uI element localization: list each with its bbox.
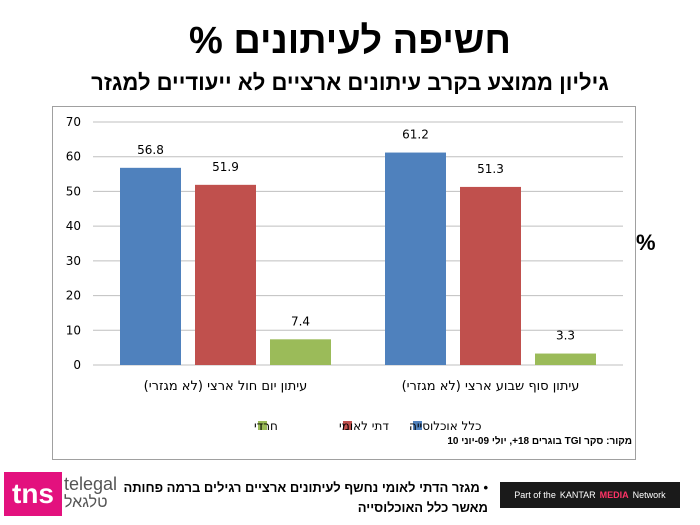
y-tick-label: 50 (66, 184, 81, 198)
y-tick-label: 40 (66, 219, 81, 233)
kantar-text: KANTAR (559, 490, 596, 500)
y-tick-label: 70 (66, 115, 81, 129)
bar-chart: 0 10 20 30 40 50 60 70 56.8 51.9 7.4 עיתון יום חול … (66, 115, 623, 433)
data-label: 3.3 (556, 329, 575, 343)
bar-1-1 (460, 186, 521, 365)
bar-1-2 (535, 353, 596, 365)
media-text: MEDIA (599, 490, 629, 500)
chart-area: 0 10 20 30 40 50 60 70 56.8 51.9 7.4 עיתון יום חול … (52, 106, 636, 460)
data-label: 51.9 (212, 160, 239, 174)
source-note: מקור: סקר TGI בוגרים 18+, יולי 09-יוני 1… (447, 436, 632, 447)
legend-label-0: כלל אוכלוסייה (409, 419, 482, 433)
data-label: 61.2 (402, 128, 429, 142)
legend-swatch-0 (413, 421, 422, 430)
legend-swatch-2 (258, 421, 267, 430)
page-subtitle: גיליון ממוצע בקרב עיתונים ארציים לא ייעו… (91, 70, 609, 95)
network-prefix: Part of the (514, 490, 556, 500)
legend-label-1: דתי לאומי (339, 419, 389, 433)
bar-0-2 (270, 339, 331, 365)
bar-1-0 (385, 152, 446, 365)
bar-0-1 (195, 184, 256, 365)
category-label: עיתון סוף שבוע ארצי (לא מגזרי) (402, 379, 580, 394)
data-label: 7.4 (291, 314, 310, 328)
y-tick-label: 30 (66, 254, 81, 268)
y-tick-label: 60 (66, 150, 81, 164)
data-label: 56.8 (137, 143, 164, 157)
bullet-note-text: מגזר הדתי לאומי נחשף לעיתונים ארציים רגי… (123, 480, 488, 515)
y-tick-label: 10 (66, 323, 81, 337)
telegal-logo-hebrew: טלגאל (64, 494, 108, 511)
page-title: % חשיפה לעיתונים (188, 20, 512, 62)
tns-telegal-logo: tns telegal טלגאל (0, 470, 120, 520)
y-tick-label: 20 (66, 289, 81, 303)
bar-0-0 (120, 167, 181, 365)
percent-label: % (636, 230, 656, 255)
kantar-network-banner: Part of the KANTAR MEDIA Network (500, 482, 680, 508)
legend-swatch-1 (343, 421, 352, 430)
telegal-logo-text: telegal (64, 474, 118, 494)
category-label: עיתון יום חול ארצי (לא מגזרי) (144, 379, 308, 394)
data-label: 51.3 (477, 162, 504, 176)
y-tick-label: 0 (73, 358, 81, 372)
legend-label-2: חרדי (254, 419, 278, 433)
tns-logo: tns (4, 472, 62, 516)
network-suffix: Network (632, 490, 666, 500)
bullet-note: • מגזר הדתי לאומי נחשף לעיתונים ארציים ר… (123, 480, 488, 515)
